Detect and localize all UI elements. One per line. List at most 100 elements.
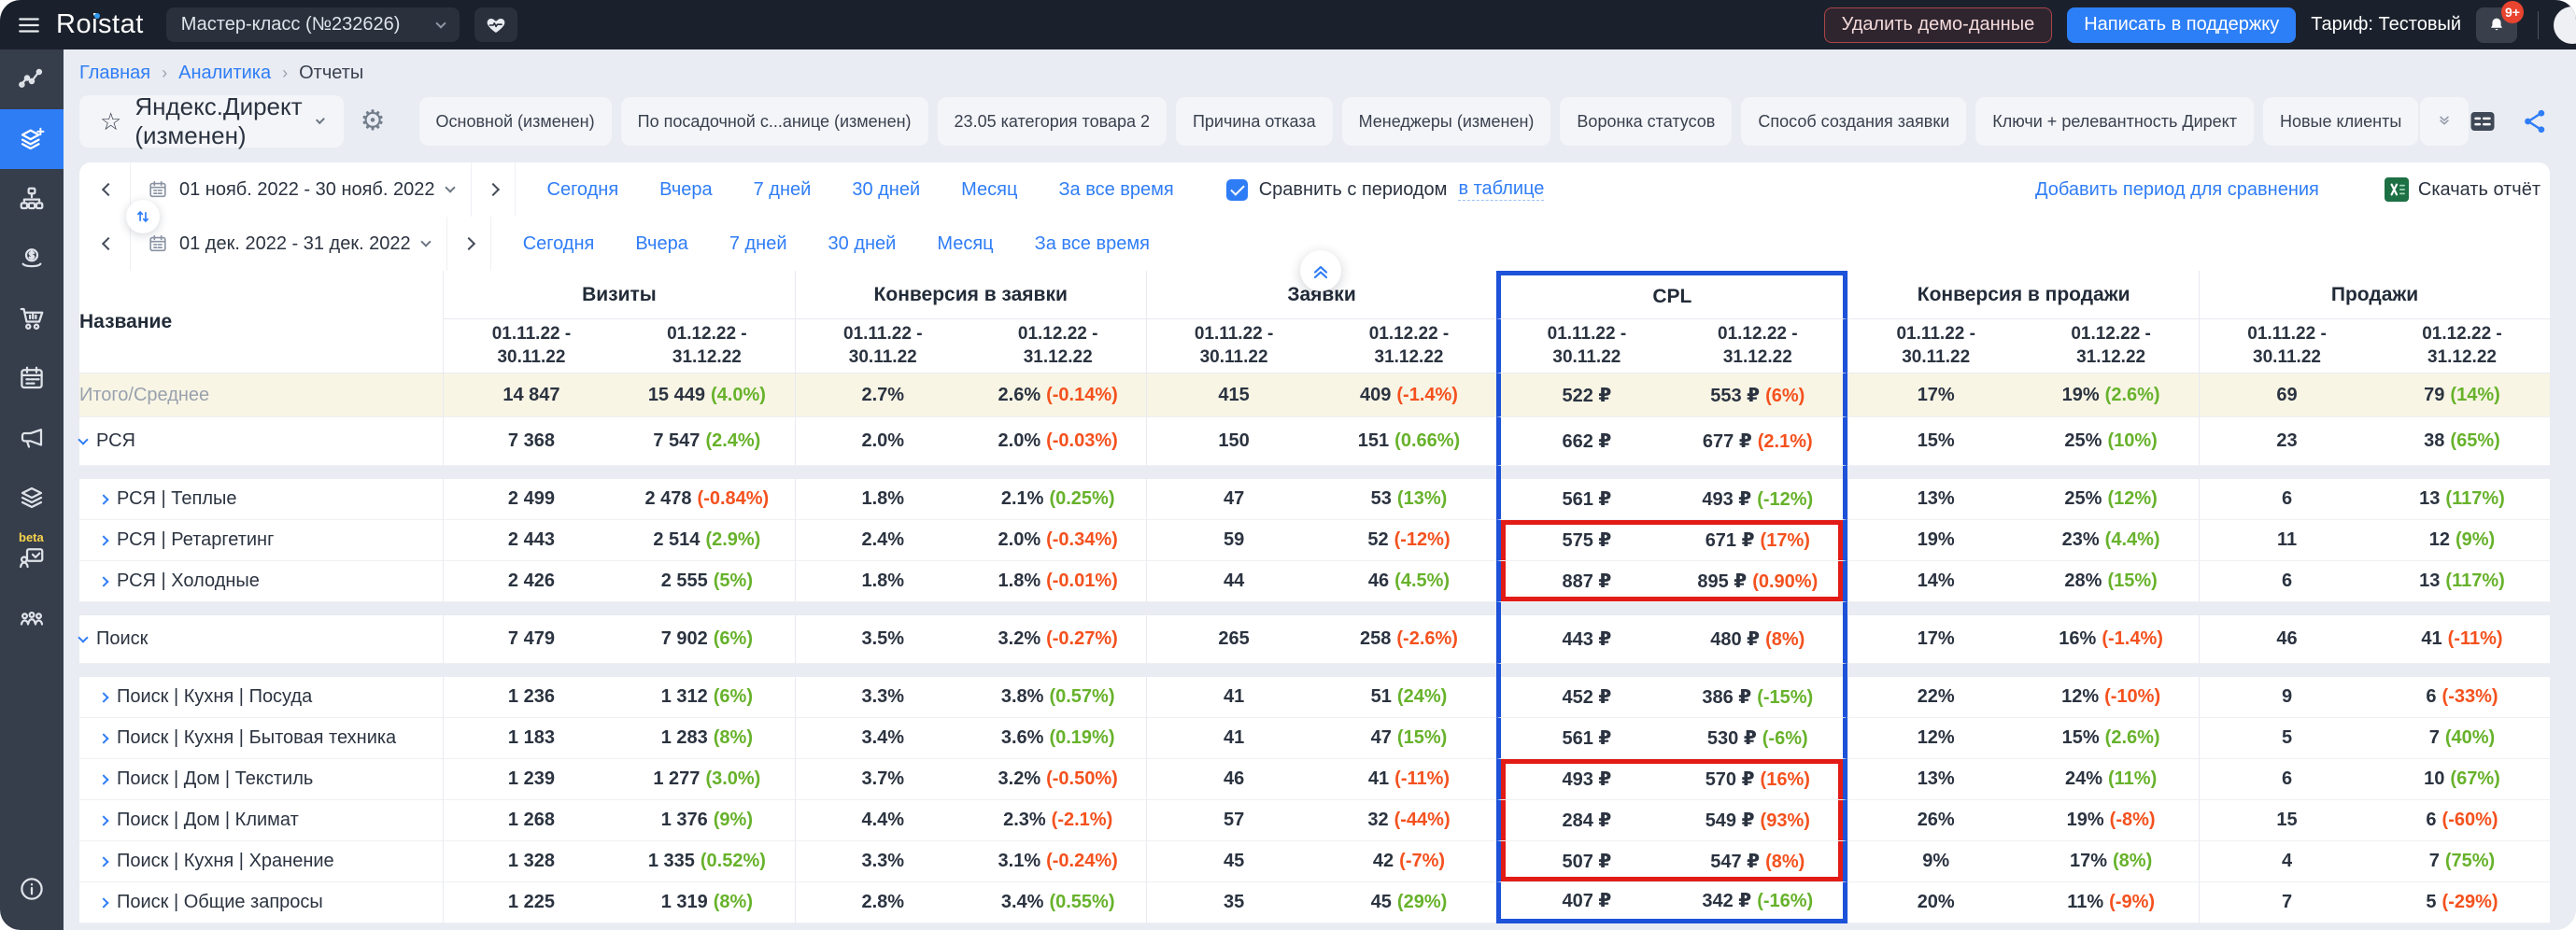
delete-demo-button[interactable]: Удалить демо-данные	[1824, 7, 2053, 43]
row-label[interactable]: Поиск	[79, 615, 444, 664]
metric-group-header[interactable]: Конверсия в продажи	[1847, 271, 2199, 319]
quick-range-link[interactable]: 7 дней	[729, 233, 787, 255]
row-label[interactable]: РСЯ	[79, 417, 444, 466]
sidebar-item-finance[interactable]	[0, 229, 64, 289]
chevron-right-icon[interactable]	[98, 494, 108, 504]
period-column-header: 01.11.22 -30.11.22	[444, 319, 619, 373]
quick-range-link[interactable]: Сегодня	[547, 179, 619, 201]
chevron-right-icon[interactable]	[98, 856, 108, 867]
breadcrumb-item[interactable]: Главная	[79, 63, 150, 84]
chevron-right-icon[interactable]	[98, 815, 108, 825]
period2-selector[interactable]: 01 дек. 2022 - 31 дек. 2022	[130, 217, 447, 271]
metric-group-header[interactable]: CPL	[1496, 271, 1847, 319]
filter-chip[interactable]: Менеджеры (изменен)	[1342, 97, 1551, 146]
collapse-table-button[interactable]	[1300, 250, 1341, 291]
chevron-right-icon[interactable]	[98, 774, 108, 784]
sidebar-item-analytics[interactable]	[0, 49, 64, 109]
metric-cell: 7(40%)	[2374, 718, 2550, 759]
metric-cell: 7(75%)	[2374, 841, 2550, 882]
quick-range-link[interactable]: Вчера	[659, 179, 712, 201]
chevron-right-icon[interactable]	[98, 535, 108, 545]
sidebar-item-funnels[interactable]	[0, 169, 64, 229]
metric-cell: 44	[1146, 561, 1322, 602]
prev-period-button[interactable]	[87, 162, 130, 217]
period1-selector[interactable]: 01 нояб. 2022 - 30 нояб. 2022	[130, 162, 472, 217]
star-icon[interactable]: ☆	[100, 109, 121, 134]
chevron-down-icon[interactable]	[78, 434, 88, 444]
prev-period-button-2[interactable]	[87, 217, 130, 271]
row-label[interactable]: Поиск | Кухня | Бытовая техника	[79, 718, 444, 759]
chevron-right-icon[interactable]	[98, 692, 108, 702]
quick-range-link[interactable]: За все время	[1035, 233, 1150, 255]
filter-chip[interactable]: Способ создания заявки	[1741, 97, 1966, 146]
row-label[interactable]: РСЯ | Холодные	[79, 561, 444, 602]
expand-filters-button[interactable]	[2420, 97, 2469, 146]
view-settings-button[interactable]	[2469, 107, 2497, 135]
sidebar-item-manager[interactable]: beta	[0, 528, 64, 587]
filter-chip[interactable]: По посадочной с...анице (изменен)	[621, 97, 928, 146]
filter-chip[interactable]: Новые клиенты	[2263, 97, 2418, 146]
quick-range-link[interactable]: Вчера	[635, 233, 687, 255]
metric-cell: 265	[1146, 615, 1322, 664]
row-label[interactable]: Поиск | Дом | Текстиль	[79, 759, 444, 800]
cart-icon	[18, 304, 46, 332]
sidebar-item-marketing[interactable]	[0, 408, 64, 468]
project-selector[interactable]: Мастер-класс (№232626)	[166, 7, 460, 42]
filter-chip[interactable]: Причина отказа	[1176, 97, 1333, 146]
health-status-button[interactable]	[474, 7, 517, 42]
sidebar-item-integrations[interactable]	[0, 468, 64, 528]
add-period-link[interactable]: Добавить период для сравнения	[2035, 179, 2319, 201]
quick-range-link[interactable]: Сегодня	[523, 233, 595, 255]
notifications-button[interactable]: 9+	[2476, 7, 2517, 43]
compare-checkbox[interactable]	[1226, 179, 1248, 201]
sidebar-item-calendar[interactable]	[0, 348, 64, 408]
gear-icon[interactable]: ⚙	[361, 107, 386, 135]
analytics-icon	[18, 65, 46, 93]
metric-cell: 3.4%	[795, 718, 970, 759]
filter-chip[interactable]: Ключи + релевантность Директ	[1975, 97, 2254, 146]
sidebar-item-reports[interactable]	[0, 109, 64, 169]
quick-range-link[interactable]: 30 дней	[852, 179, 920, 201]
row-label[interactable]: Поиск | Общие запросы	[79, 882, 444, 923]
next-period-button-2[interactable]	[447, 217, 490, 271]
sidebar-item-info[interactable]	[0, 859, 64, 919]
filter-chip[interactable]: Воронка статусов	[1560, 97, 1732, 146]
quick-range-link[interactable]: 7 дней	[754, 179, 812, 201]
row-label[interactable]: Поиск | Кухня | Посуда	[79, 677, 444, 718]
quick-range-link[interactable]: 30 дней	[828, 233, 897, 255]
chevron-right-icon[interactable]	[98, 733, 108, 743]
in-table-link[interactable]: в таблице	[1458, 178, 1544, 201]
metric-cell: 2.7%	[795, 373, 970, 417]
share-button[interactable]	[2521, 107, 2549, 135]
sidebar-item-ecommerce[interactable]	[0, 289, 64, 348]
breadcrumb-item: Отчеты	[299, 63, 363, 84]
row-label[interactable]: Поиск | Дом | Климат	[79, 800, 444, 841]
row-label[interactable]: Поиск | Кухня | Хранение	[79, 841, 444, 882]
chevron-right-icon[interactable]	[98, 576, 108, 586]
menu-icon[interactable]	[17, 13, 41, 37]
filter-chip[interactable]: Основной (изменен)	[419, 97, 612, 146]
sidebar-item-audience[interactable]	[0, 587, 64, 647]
metric-group-header[interactable]: Конверсия в заявки	[795, 271, 1146, 319]
row-label[interactable]: РСЯ | Теплые	[79, 479, 444, 520]
row-label[interactable]: РСЯ | Ретаргетинг	[79, 520, 444, 561]
download-report-button[interactable]: Скачать отчёт	[2385, 177, 2541, 202]
metric-group-header[interactable]: Визиты	[444, 271, 795, 319]
chevron-down-icon[interactable]	[78, 632, 88, 642]
metric-cell: 13(117%)	[2374, 561, 2550, 602]
metric-group-header[interactable]: Продажи	[2199, 271, 2550, 319]
filter-chip[interactable]: 23.05 категория товара 2	[938, 97, 1167, 146]
swap-periods-button[interactable]	[126, 200, 160, 233]
user-avatar[interactable]	[2554, 7, 2576, 44]
metric-cell: 1 312(6%)	[619, 677, 795, 718]
metric-cell: 10(67%)	[2374, 759, 2550, 800]
quick-range-link[interactable]: За все время	[1058, 179, 1173, 201]
quick-range-link[interactable]: Месяц	[937, 233, 993, 255]
support-button[interactable]: Написать в поддержку	[2067, 7, 2296, 43]
breadcrumb-item[interactable]: Аналитика	[178, 63, 271, 84]
next-period-button[interactable]	[472, 162, 515, 217]
chevron-right-icon[interactable]	[98, 897, 108, 908]
report-selector[interactable]: ☆ Яндекс.Директ (изменен)	[79, 95, 344, 148]
metric-cell: 32(-44%)	[1322, 800, 1497, 841]
quick-range-link[interactable]: Месяц	[961, 179, 1017, 201]
